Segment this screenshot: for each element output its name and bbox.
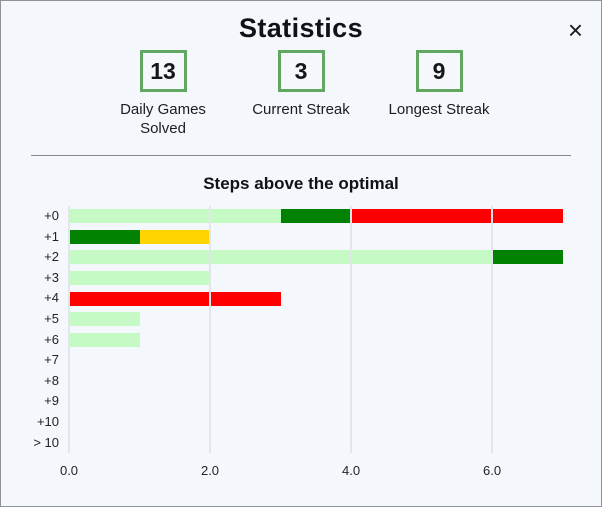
- x-axis-tick-label: 4.0: [341, 463, 361, 479]
- stat-label: Longest Streak: [388, 101, 490, 118]
- x-axis-tick-label: 6.0: [482, 463, 502, 479]
- bar-segment-red: [351, 209, 563, 224]
- y-axis-label: +5: [44, 310, 59, 326]
- stat-value-box: 3: [277, 50, 325, 92]
- y-axis-label: +3: [44, 269, 59, 285]
- y-axis-label: +8: [44, 372, 59, 388]
- chart-title: Steps above the optimal: [203, 174, 399, 193]
- stat-value-box: 13: [139, 50, 187, 92]
- stat-item: 9 Longest Streak: [382, 50, 496, 138]
- y-axis-label: +7: [44, 352, 59, 368]
- chart-plot-area: 0.0 2.0 4.0 6.0: [60, 206, 571, 478]
- y-axis-label: +1: [44, 228, 59, 244]
- bar-segment-pale_green: [69, 312, 140, 327]
- bar-row: [69, 330, 571, 351]
- stat-item: 3 Current Streak: [244, 50, 358, 138]
- y-axis-label: +6: [44, 331, 59, 347]
- bar-segment-dark_green: [280, 209, 352, 224]
- bar-segment-red: [69, 291, 281, 306]
- y-axis-label: +4: [44, 290, 59, 306]
- gridline: [209, 206, 211, 454]
- gridline: [350, 206, 353, 454]
- bar-row: [69, 288, 571, 309]
- stat-item: 13 Daily Games Solved: [106, 50, 220, 138]
- bar-segment-pale_green: [69, 209, 281, 224]
- stats-row: 13 Daily Games Solved 3 Current Streak 9 Long…: [1, 50, 601, 138]
- stat-value: 9: [432, 57, 446, 84]
- stat-value-box: 9: [415, 50, 463, 92]
- bar-row: [69, 391, 571, 412]
- gridline: [68, 206, 70, 454]
- close-button[interactable]: ×: [562, 15, 589, 45]
- steps-chart: +0 +1 +2 +3 +4 +5 +6 +7 +8 +9 +10 > 10 0.0 2.0 4.0 6.0: [11, 206, 571, 478]
- bar-segment-gold: [139, 229, 210, 244]
- stat-value: 13: [150, 57, 176, 84]
- y-axis-label: +10: [36, 413, 59, 429]
- bar-segment-pale_green: [69, 271, 210, 286]
- y-axis-label: +0: [44, 208, 59, 223]
- bar-row: [69, 206, 571, 227]
- close-icon: ×: [567, 15, 583, 45]
- bar-row: [69, 268, 571, 289]
- bar-row: [69, 227, 571, 248]
- bar-row: [69, 350, 571, 371]
- y-axis-label: > 10: [33, 434, 59, 450]
- stat-value: 3: [294, 57, 308, 84]
- bar-row: [69, 433, 571, 454]
- y-axis-label: +2: [44, 249, 59, 265]
- x-axis-tick-label: 0.0: [59, 463, 79, 479]
- bar-segment-dark_green: [492, 250, 563, 265]
- stat-label: Daily Games Solved: [120, 101, 206, 137]
- y-axis-label: +9: [44, 393, 59, 409]
- x-axis-tick-label: 2.0: [200, 463, 220, 479]
- divider: [31, 155, 571, 156]
- bar-segment-pale_green: [69, 250, 493, 265]
- bar-row: [69, 309, 571, 330]
- bar-segment-dark_green: [69, 229, 140, 244]
- y-axis-labels: +0 +1 +2 +3 +4 +5 +6 +7 +8 +9 +10 > 10: [11, 206, 69, 453]
- stat-label: Current Streak: [252, 101, 350, 118]
- bar-row: [69, 412, 571, 433]
- bar-row: [69, 371, 571, 392]
- gridline: [491, 206, 494, 454]
- bar-row: [69, 247, 571, 268]
- bar-segment-pale_green: [69, 332, 140, 347]
- modal-title: Statistics: [238, 13, 364, 43]
